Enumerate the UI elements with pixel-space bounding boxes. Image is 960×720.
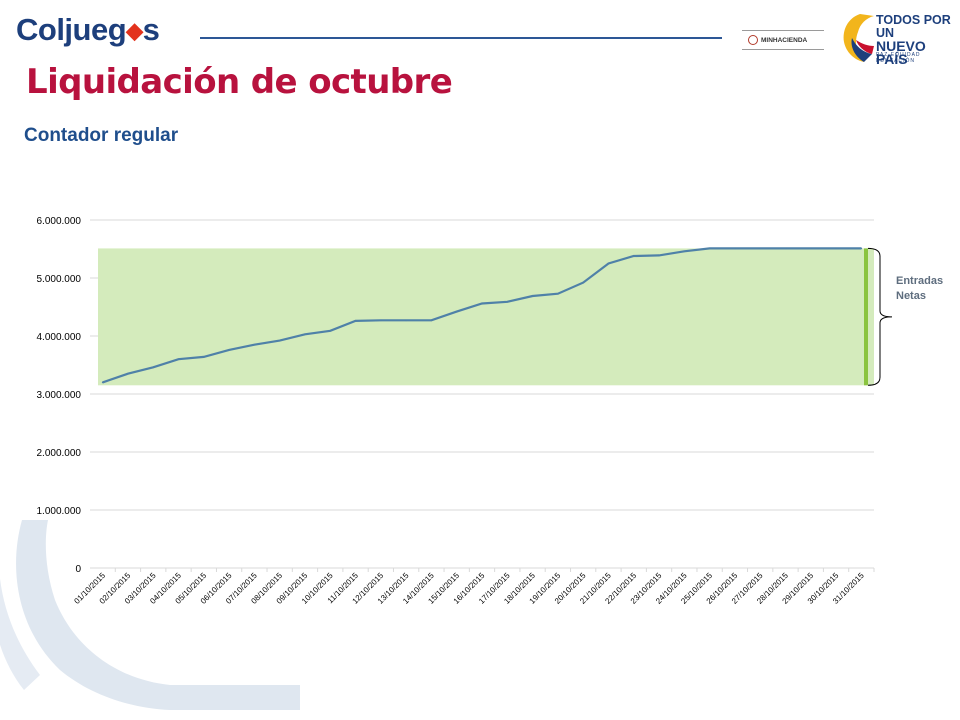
y-tick-label: 0 — [75, 564, 81, 575]
data-point — [683, 250, 686, 253]
data-point — [784, 247, 787, 250]
gov-slogan-line1: TODOS POR UN — [876, 13, 951, 40]
data-point — [708, 247, 711, 250]
data-point — [809, 247, 812, 250]
data-point — [177, 358, 180, 360]
y-tick-label: 4.000.000 — [37, 332, 82, 343]
y-tick-label: 3.000.000 — [37, 390, 82, 401]
data-point — [101, 381, 104, 384]
data-point — [152, 366, 155, 369]
data-point — [582, 281, 584, 284]
data-point — [278, 339, 281, 342]
seal-icon — [748, 35, 758, 45]
government-logo: TODOS POR UN NUEVO PAÍS PAZ EQUIDAD EDUC… — [840, 12, 952, 67]
brand-name-prefix: Coljueg — [16, 12, 127, 47]
y-tick-label: 2.000.000 — [37, 448, 82, 459]
header-divider — [200, 37, 722, 39]
background-watermark — [0, 520, 300, 710]
y-axis-labels: 0 1.000.000 2.000.000 3.000.000 4.000.000 5.0… — [37, 216, 82, 575]
x-axis-labels: 01/10/201502/10/201503/10/201504/10/2015… — [72, 568, 875, 606]
data-point — [127, 372, 129, 375]
range-brace — [867, 247, 893, 386]
data-point — [304, 333, 306, 336]
data-points — [101, 247, 863, 384]
coljuegos-logo: Coljueg◆s — [16, 12, 160, 48]
data-point — [557, 292, 559, 295]
data-point — [607, 262, 610, 265]
ministry-name: MINHACIENDA — [761, 36, 808, 44]
data-point — [658, 254, 660, 257]
highlight-band — [98, 248, 874, 386]
annotation-line2: Netas — [896, 290, 926, 302]
gov-slogan: TODOS POR UN NUEVO PAÍS — [876, 13, 952, 67]
range-accent-bar — [864, 248, 868, 386]
range-annotation: Entradas Netas — [896, 274, 943, 304]
data-point — [481, 302, 483, 305]
page-title: Liquidación de octubre — [26, 62, 453, 102]
data-point — [860, 247, 863, 250]
y-tick-label: 1.000.000 — [37, 506, 82, 517]
data-point — [228, 349, 230, 351]
data-point — [506, 300, 509, 303]
y-tick-label: 5.000.000 — [37, 274, 82, 285]
data-point — [835, 247, 837, 250]
data-point — [632, 255, 635, 257]
page-subtitle: Contador regular — [24, 125, 179, 146]
data-point — [253, 343, 256, 346]
data-point — [203, 356, 205, 358]
annotation-line1: Entradas — [896, 275, 944, 287]
gov-emblem-icon — [843, 14, 874, 62]
gov-tagline: PAZ EQUIDAD EDUCACIÓN — [876, 52, 921, 64]
minhacienda-logo: MINHACIENDA — [742, 30, 824, 50]
data-point — [455, 310, 458, 313]
data-point — [405, 319, 407, 322]
data-point — [329, 329, 332, 332]
data-point — [380, 319, 382, 322]
data-point — [430, 319, 433, 322]
flame-icon: ◆ — [126, 18, 143, 43]
data-point — [354, 320, 357, 322]
data-point — [531, 295, 534, 297]
data-point — [734, 247, 736, 250]
data-point — [759, 247, 761, 250]
y-tick-label: 6.000.000 — [37, 216, 82, 227]
header: Coljueg◆s MINHACIENDA TODOS POR UN NUEVO… — [0, 0, 960, 66]
entries-line-chart: 0 1.000.000 2.000.000 3.000.000 4.000.000 5.0… — [37, 216, 893, 606]
gov-slogan-line2: NUEVO PAÍS — [876, 38, 926, 67]
brand-name-suffix: s — [142, 12, 160, 47]
